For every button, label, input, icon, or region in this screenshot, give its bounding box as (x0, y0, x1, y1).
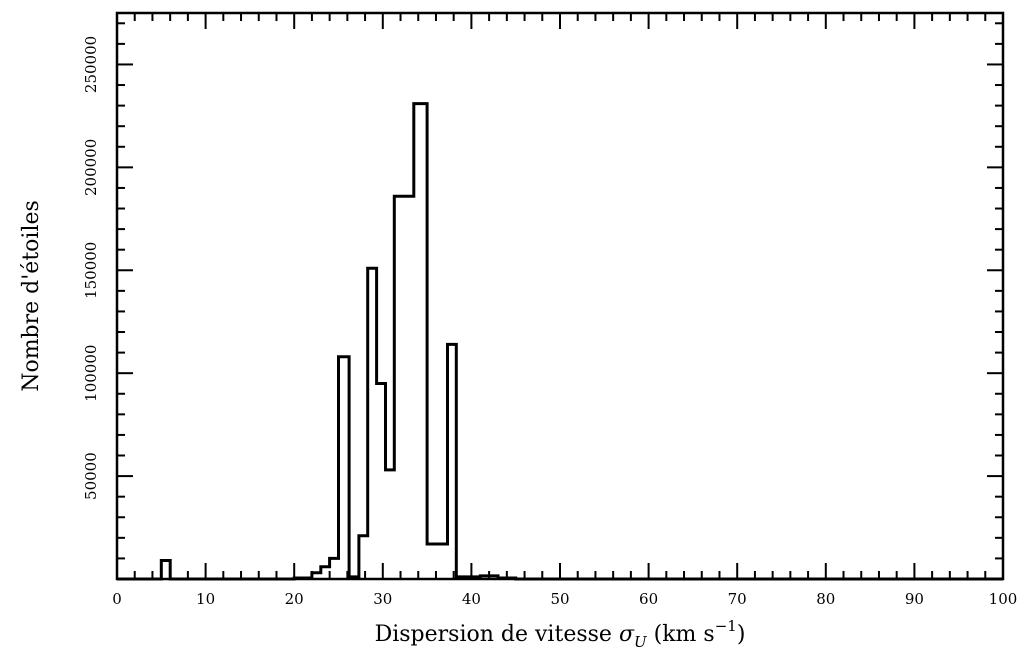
y-axis-label: Nombre d'étoiles (19, 200, 44, 392)
axis-ticks (116, 13, 1004, 579)
histogram-series (117, 102, 1003, 581)
y-tick-label: 150000 (82, 242, 100, 299)
x-axis-label: Dispersion de vitesse σU (km s−1) (375, 617, 746, 648)
x-tick-label: 90 (905, 590, 924, 608)
x-tick-label: 30 (373, 590, 392, 608)
y-tick-label: 200000 (82, 139, 100, 196)
y-tick-labels: 50000 100000 150000 200000 250000 (82, 36, 100, 500)
x-tick-label: 60 (639, 590, 658, 608)
x-tick-label: 0 (112, 590, 122, 608)
x-tick-label: 80 (816, 590, 835, 608)
x-tick-label: 10 (196, 590, 215, 608)
x-tick-label: 20 (285, 590, 304, 608)
x-tick-label: 70 (728, 590, 747, 608)
y-tick-label: 250000 (82, 36, 100, 93)
plot-frame (115, 11, 1005, 581)
x-tick-label: 40 (462, 590, 481, 608)
x-tick-label: 100 (989, 590, 1018, 608)
x-tick-labels: 0 10 20 30 40 50 60 70 80 90 100 (112, 590, 1017, 608)
y-tick-label: 50000 (82, 452, 100, 500)
x-tick-label: 50 (550, 590, 569, 608)
y-tick-label: 100000 (82, 345, 100, 402)
